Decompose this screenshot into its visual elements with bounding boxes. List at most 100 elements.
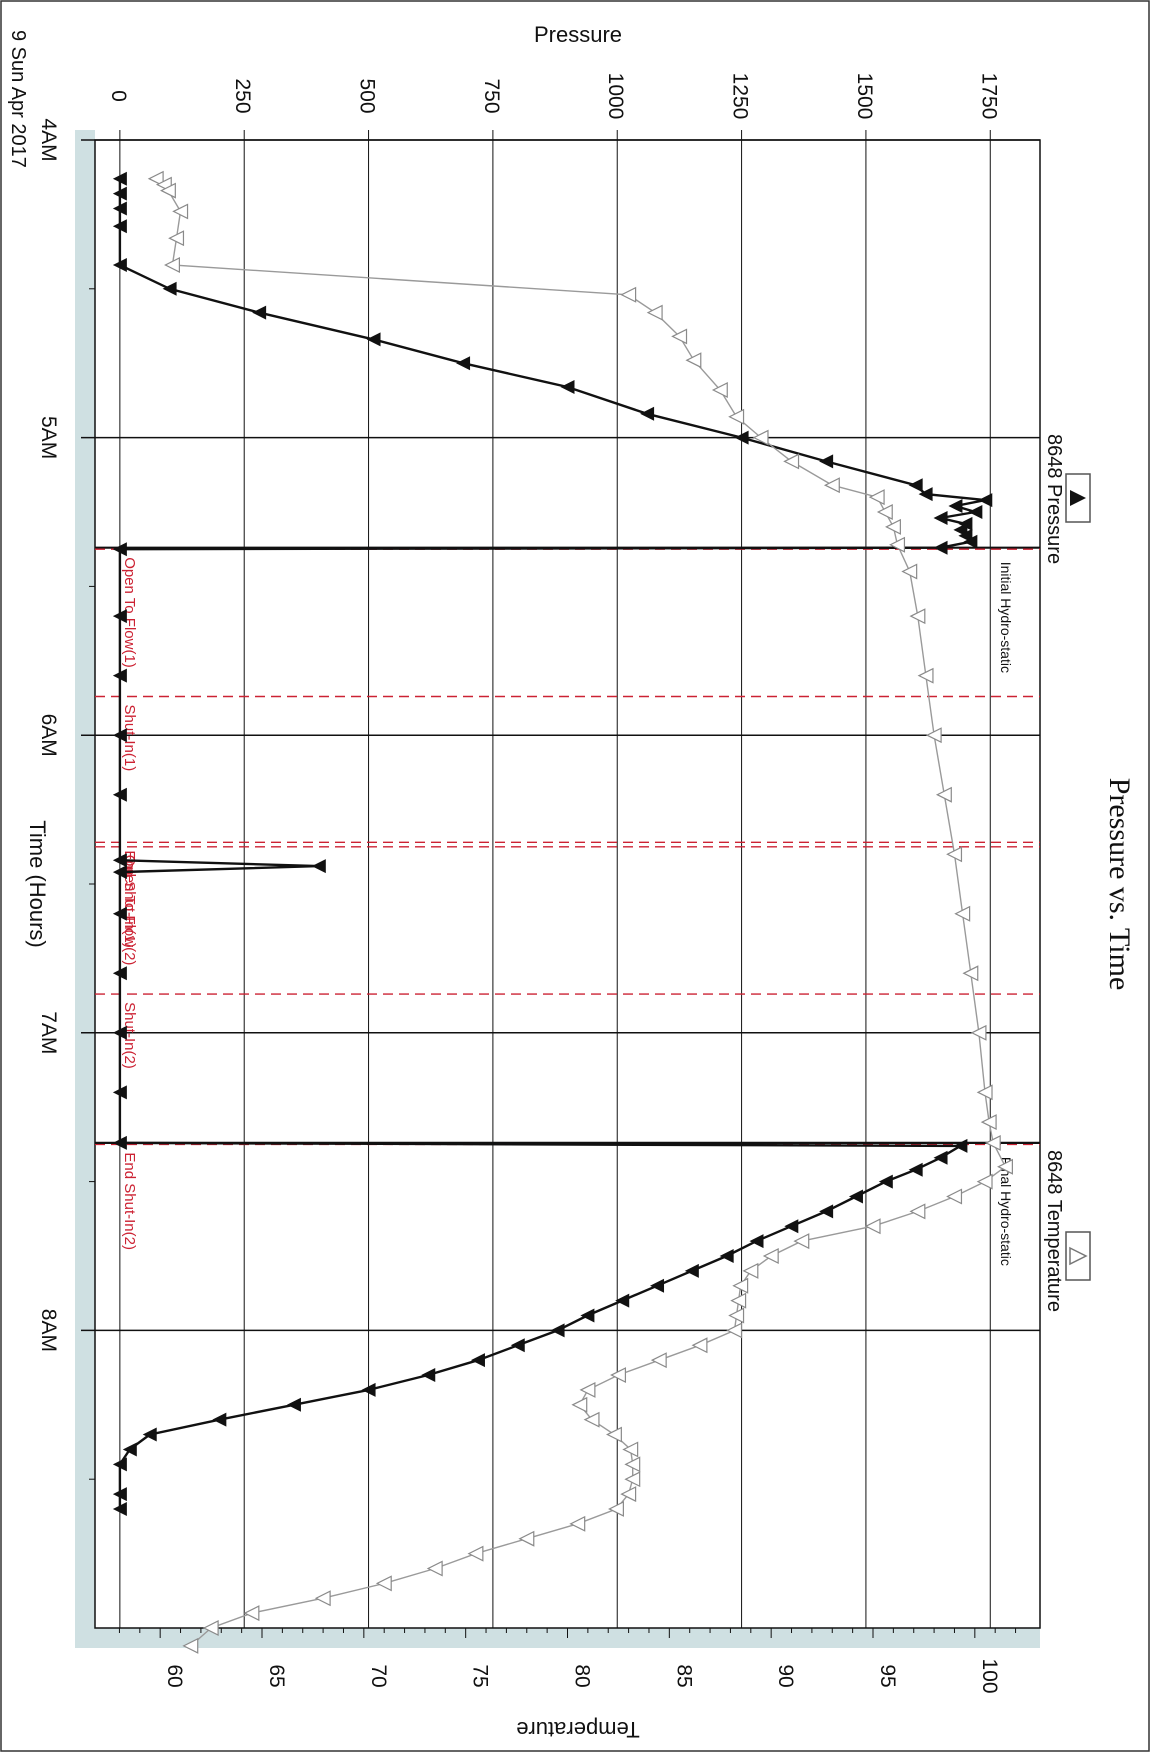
pressure-point bbox=[510, 1338, 525, 1353]
temperature-tick-label: 80 bbox=[571, 1664, 594, 1687]
pressure-point bbox=[162, 281, 177, 296]
temperature-point bbox=[518, 1530, 535, 1547]
temperature-point bbox=[946, 1188, 963, 1205]
pressure-point bbox=[918, 487, 933, 502]
pressure-point bbox=[311, 859, 326, 874]
temperature-point bbox=[889, 536, 906, 553]
pressure-point bbox=[560, 380, 575, 395]
temperature-point bbox=[426, 1560, 443, 1577]
temperature-tick-label: 85 bbox=[672, 1664, 695, 1687]
legend-pressure-label: 8648 Pressure bbox=[1043, 434, 1065, 564]
pressure-point bbox=[550, 1323, 565, 1338]
time-tick-label: 8AM bbox=[37, 1309, 60, 1352]
pressure-point bbox=[112, 906, 127, 921]
temperature-point bbox=[650, 1352, 667, 1369]
pressure-axis-title: Pressure bbox=[534, 22, 622, 47]
temperature-point bbox=[728, 1307, 745, 1324]
pressure-point bbox=[112, 668, 127, 683]
filled-triangle-icon bbox=[1070, 490, 1086, 506]
temperature-point bbox=[571, 1396, 588, 1413]
event-label: End Shut-In(2) bbox=[121, 1152, 138, 1250]
temperature-tick-label: 60 bbox=[163, 1664, 186, 1687]
pressure-point bbox=[112, 1085, 127, 1100]
pressure-point bbox=[112, 542, 127, 557]
open-triangle-icon bbox=[1069, 1246, 1088, 1266]
temperature-series-line bbox=[155, 178, 1007, 1647]
pressure-point bbox=[112, 1135, 127, 1150]
pressure-point bbox=[819, 1204, 834, 1219]
pressure-point bbox=[470, 1353, 485, 1368]
pressure-point bbox=[112, 865, 127, 880]
temperature-point bbox=[976, 1173, 993, 1190]
event-label-hydrostatic: Initial Hydro-static bbox=[998, 562, 1014, 673]
pressure-point bbox=[848, 1189, 863, 1204]
pressure-tick-label: 0 bbox=[107, 90, 130, 102]
pressure-point bbox=[112, 787, 127, 802]
pressure-point bbox=[112, 1457, 127, 1472]
temperature-point bbox=[375, 1575, 392, 1592]
pressure-point bbox=[933, 540, 948, 555]
pressure-point bbox=[908, 1162, 923, 1177]
legend: 8648 Pressure 8648 Temperature bbox=[1043, 434, 1091, 1312]
temperature-point bbox=[997, 1158, 1013, 1175]
temperature-point bbox=[620, 286, 637, 303]
axis-labels: 4AM 5AM 6AM 7AM 8AM 0 250 500 750 1000 1250 1500 175… bbox=[37, 73, 1001, 1694]
time-axis-title: Time (Hours) bbox=[25, 820, 50, 948]
time-tick-label: 7AM bbox=[37, 1011, 60, 1054]
pressure-tick-label: 1750 bbox=[977, 73, 1000, 120]
temperature-point bbox=[762, 1248, 779, 1264]
pressure-point bbox=[112, 257, 127, 272]
pressure-point bbox=[749, 1234, 764, 1249]
pressure-point bbox=[112, 853, 127, 868]
chart-title: Pressure vs. Time bbox=[1103, 778, 1136, 991]
pressure-point bbox=[953, 1138, 968, 1153]
pressure-point bbox=[112, 728, 127, 743]
pressure-tick-label: 750 bbox=[480, 78, 503, 113]
pressure-point bbox=[784, 1219, 799, 1234]
temperature-tick-label: 70 bbox=[367, 1664, 390, 1687]
pressure-point bbox=[112, 186, 127, 201]
pressure-point bbox=[878, 1174, 893, 1189]
pressure-tick-label: 1000 bbox=[604, 73, 627, 120]
event-label: Shut-In(1) bbox=[121, 705, 138, 772]
pressure-point bbox=[580, 1308, 595, 1323]
pressure-point bbox=[112, 1025, 127, 1040]
temperature-point bbox=[783, 453, 800, 470]
temperature-point bbox=[752, 429, 769, 446]
pressure-point bbox=[112, 171, 127, 186]
temperature-point bbox=[606, 1426, 622, 1443]
temperature-tick-label: 75 bbox=[469, 1664, 492, 1687]
pressure-point bbox=[968, 505, 983, 519]
temperature-point bbox=[243, 1605, 260, 1622]
pressure-point bbox=[640, 406, 655, 421]
temperature-point bbox=[728, 408, 745, 425]
temperature-point bbox=[925, 727, 942, 744]
pressure-point bbox=[719, 1249, 734, 1263]
temperature-point bbox=[164, 257, 180, 273]
temperature-point bbox=[980, 1114, 997, 1131]
pressure-point bbox=[112, 201, 127, 216]
pressure-point bbox=[366, 332, 381, 347]
temperature-axis-title: Temperature bbox=[516, 1717, 640, 1742]
temperature-point bbox=[976, 1084, 993, 1101]
temperature-point bbox=[159, 182, 176, 199]
pressure-point bbox=[421, 1368, 436, 1383]
temperature-point bbox=[823, 477, 840, 494]
temperature-point bbox=[946, 846, 963, 863]
temperature-point bbox=[646, 304, 663, 321]
temperature-point bbox=[901, 563, 918, 580]
legend-item-pressure: 8648 Pressure bbox=[1043, 434, 1091, 564]
pressure-point bbox=[361, 1382, 376, 1397]
temperature-point bbox=[172, 203, 189, 220]
time-tick-label: 5AM bbox=[37, 416, 60, 459]
pressure-point bbox=[908, 478, 923, 493]
temperature-point bbox=[182, 1637, 199, 1654]
time-tick-label: 6AM bbox=[37, 714, 60, 757]
temperature-point bbox=[793, 1233, 810, 1250]
temperature-point bbox=[202, 1620, 219, 1636]
pressure-point bbox=[819, 454, 834, 469]
temperature-point bbox=[711, 382, 728, 398]
